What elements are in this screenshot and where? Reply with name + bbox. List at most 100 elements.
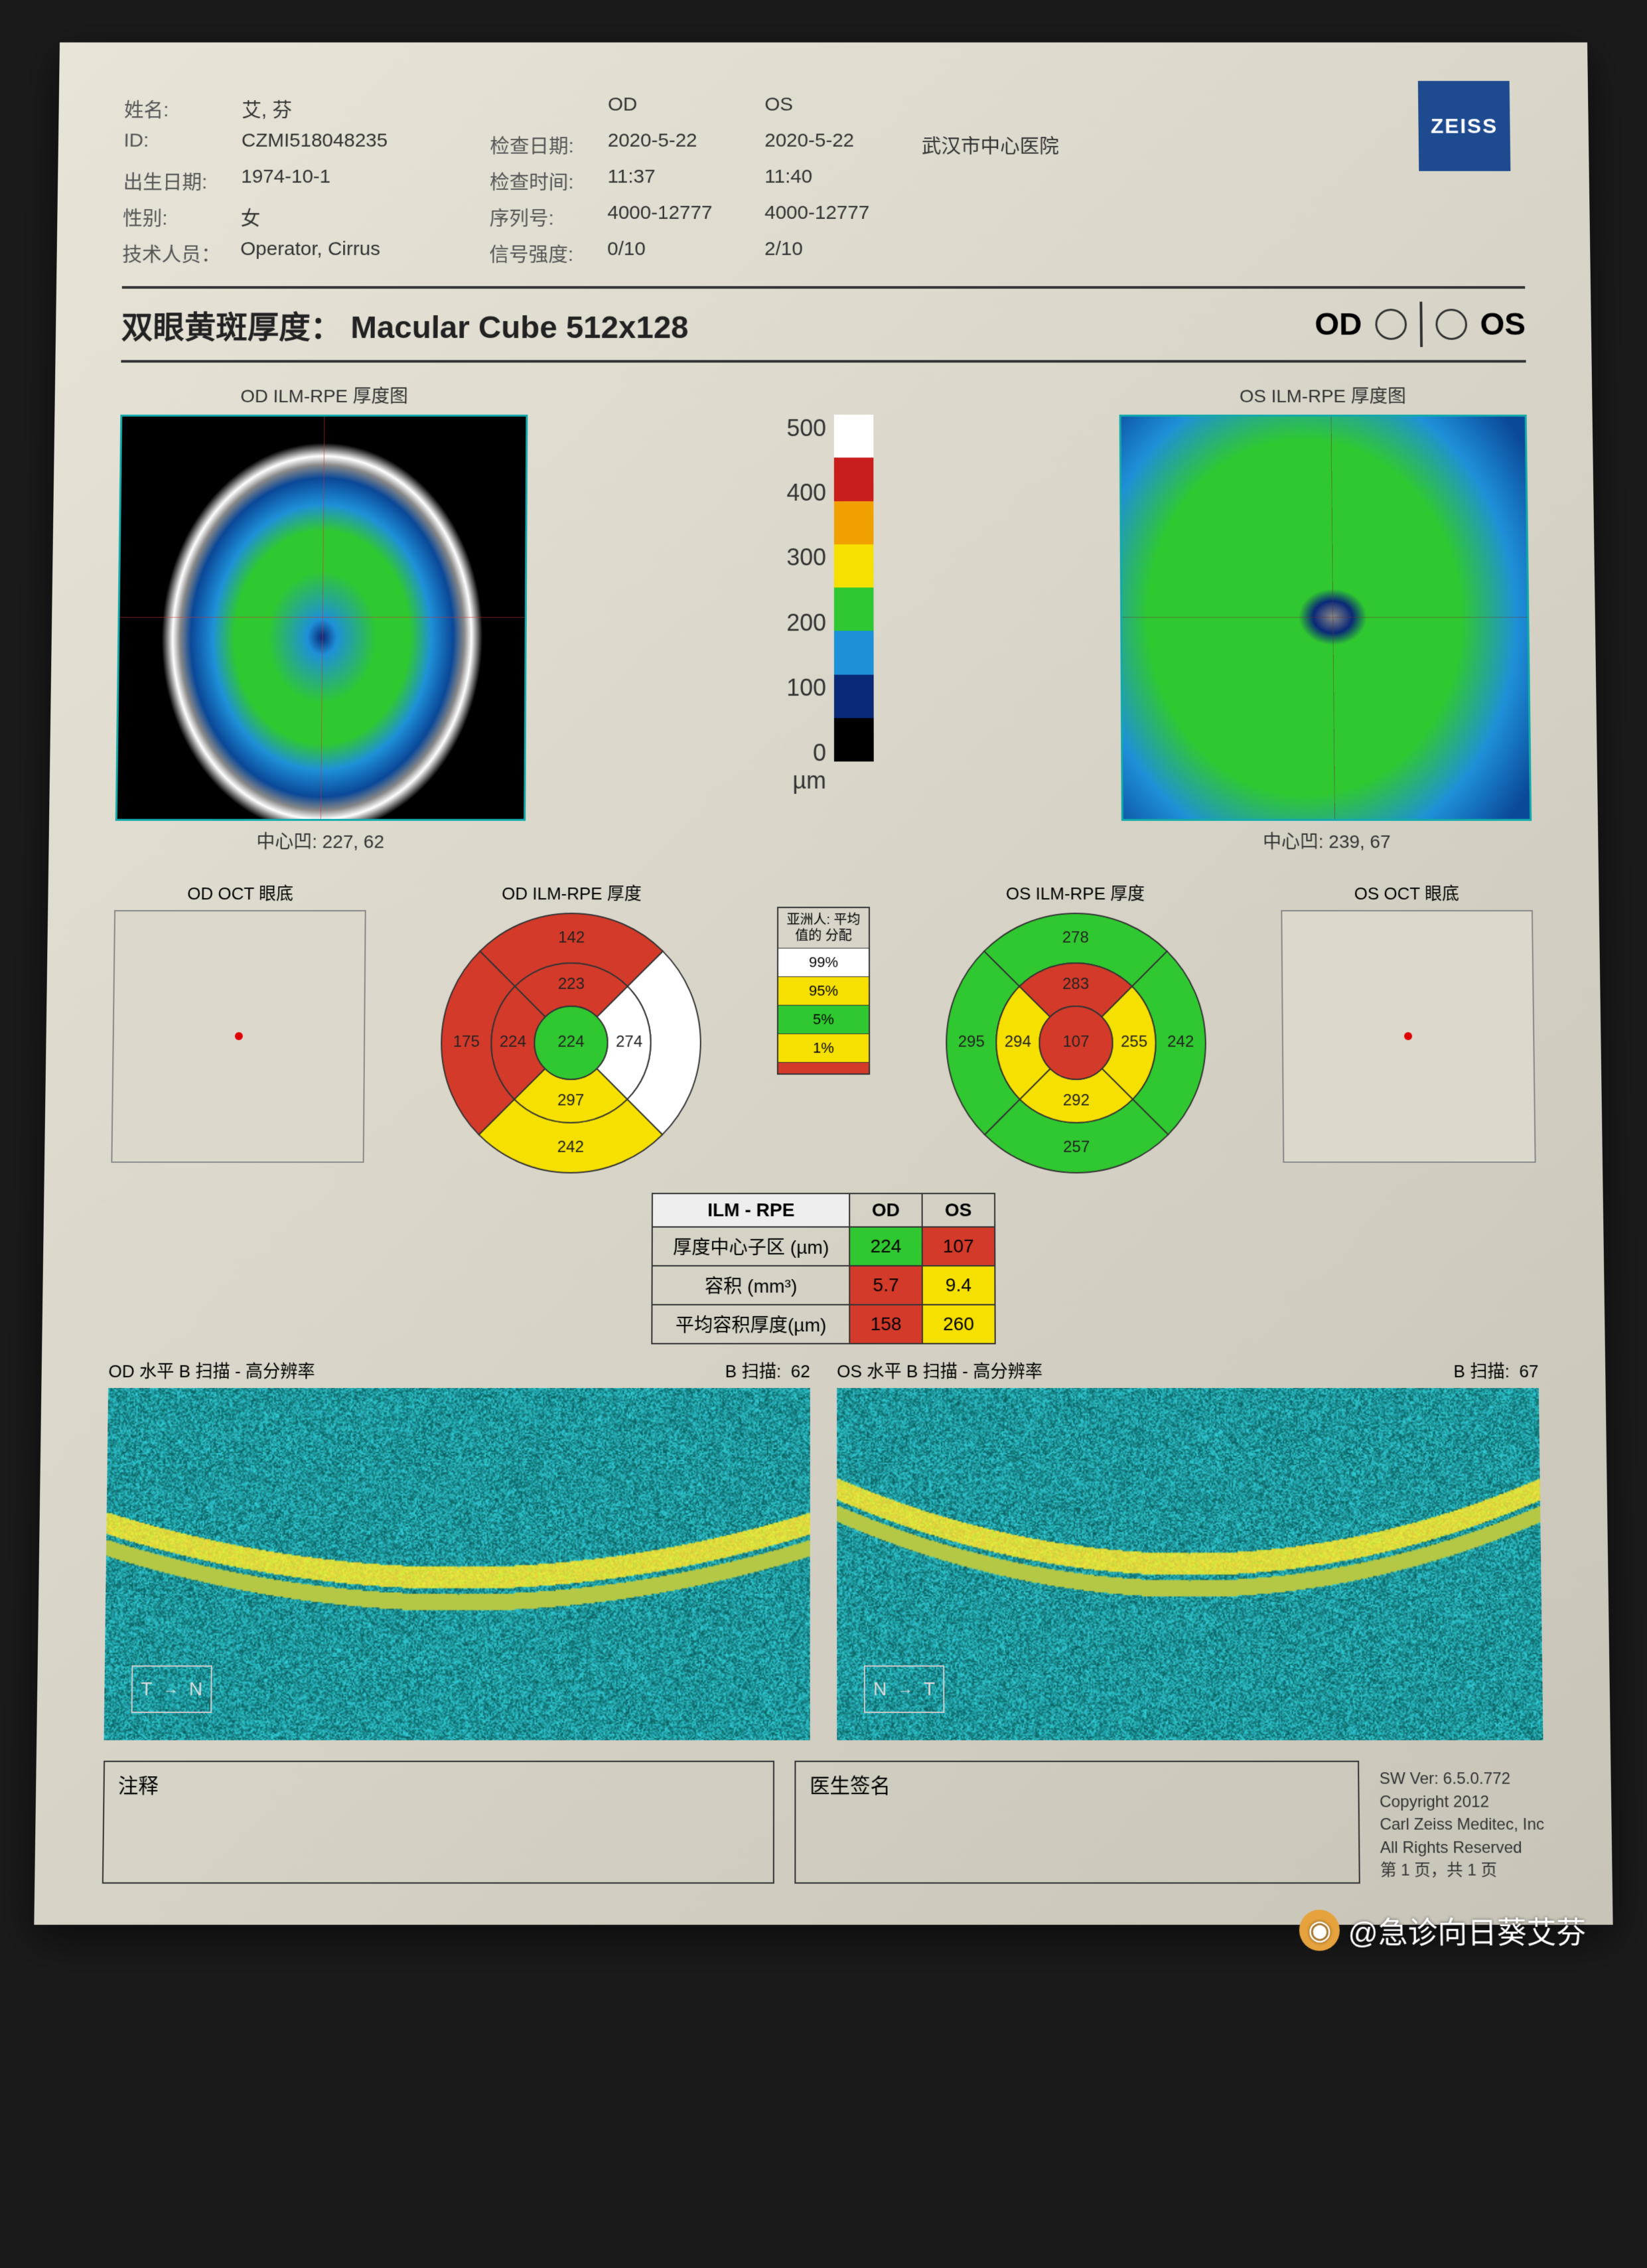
col-od: OD	[608, 94, 764, 122]
series-label: 序列号:	[490, 202, 608, 230]
notes-label: 注释	[118, 1775, 159, 1797]
dob-label: 出生日期:	[123, 166, 242, 194]
od-bscan-block: OD 水平 B 扫描 - 高分辨率 B 扫描: 62 T → N	[104, 1358, 810, 1740]
os-tn-indicator: N → T	[864, 1665, 945, 1713]
od-series: 4000-12777	[607, 202, 764, 230]
od-tn-indicator: T → N	[131, 1665, 212, 1713]
percentile-legend-block: 亚洲人: 平均值的 分配99%95%5%1%	[777, 880, 870, 1075]
od-map-block: OD ILM-RPE 厚度图 中心凹: 227, 62	[115, 382, 528, 854]
od-tn-right: N	[189, 1679, 203, 1701]
od-sectors-chart: 142242175223274297224224X	[437, 910, 704, 1176]
tech-label: 技术人员：	[122, 238, 240, 267]
od-fundus	[111, 910, 366, 1163]
sex-label: 性别:	[123, 202, 241, 230]
svg-text:223: 223	[558, 975, 585, 993]
svg-text:142: 142	[558, 929, 585, 946]
sectors-row: OD OCT 眼底 OD ILM-RPE 厚度 142 242 175 223 274 2…	[111, 880, 1536, 1179]
od-fundus-title: OD OCT 眼底	[114, 880, 366, 905]
eye-selector: OD OS	[1315, 301, 1526, 346]
svg-text:274: 274	[616, 1033, 642, 1051]
os-sectors-block: OS ILM-RPE 厚度 27824225729528325529229410…	[943, 880, 1210, 1179]
bscans-row: OD 水平 B 扫描 - 高分辨率 B 扫描: 62 T → N OS 水平 B…	[104, 1358, 1543, 1740]
col-os: OS	[764, 94, 921, 122]
thickness-maps-row: OD ILM-RPE 厚度图 中心凹: 227, 62 500400300200…	[115, 382, 1532, 854]
os-bscan-block: OS 水平 B 扫描 - 高分辨率 B 扫描: 67 N → T	[837, 1358, 1543, 1740]
arrow-icon: →	[897, 1680, 913, 1699]
os-sectors-chart: 278242257295283255292294107	[943, 910, 1210, 1176]
svg-text:255: 255	[1121, 1033, 1147, 1051]
eye-od-radio[interactable]	[1375, 309, 1407, 340]
eye-od-label: OD	[1315, 307, 1362, 342]
od-map-title: OD ILM-RPE 厚度图	[121, 382, 528, 408]
hospital: 武汉市中心医院	[922, 130, 1118, 159]
watermark-text: @急诊向日葵艾芬	[1348, 1908, 1586, 1952]
signal-label: 信号强度:	[489, 238, 607, 267]
dob-value: 1974-10-1	[241, 166, 490, 194]
svg-text:292: 292	[1063, 1091, 1090, 1109]
od-sectors-title: OD ILM-RPE 厚度	[439, 880, 705, 905]
os-fundus-dot	[1404, 1032, 1412, 1040]
os-fundus-title: OS OCT 眼底	[1281, 880, 1533, 905]
od-bscan-num-label: B 扫描:	[725, 1361, 781, 1381]
copyright: Copyright 2012	[1380, 1790, 1544, 1813]
name-label: 姓名:	[124, 94, 242, 122]
os-bscan-num: 67	[1519, 1361, 1539, 1381]
os-fundus-block: OS OCT 眼底	[1281, 880, 1536, 1163]
notes-box: 注释	[102, 1761, 775, 1884]
sex-value: 女	[241, 202, 490, 230]
os-series: 4000-12777	[764, 202, 922, 230]
divider	[1419, 301, 1423, 346]
exam-time-label: 检查时间:	[490, 166, 608, 194]
sw-version: SW Ver: 6.5.0.772	[1380, 1768, 1544, 1791]
id-value: CZMI518048235	[242, 130, 490, 159]
colorbar-labels: 5004003002001000 µm	[773, 415, 826, 794]
exam-date-label: 检查日期:	[490, 130, 608, 159]
svg-text:257: 257	[1063, 1138, 1090, 1156]
os-bscan-title: OS 水平 B 扫描 - 高分辨率	[837, 1358, 1042, 1383]
os-sectors-title: OS ILM-RPE 厚度	[943, 880, 1208, 905]
eye-os-label: OS	[1480, 307, 1526, 342]
os-tn-right: T	[924, 1679, 935, 1701]
company: Carl Zeiss Meditec, Inc	[1380, 1813, 1544, 1837]
footer-row: 注释 医生签名 SW Ver: 6.5.0.772 Copyright 2012…	[102, 1761, 1545, 1884]
weibo-icon: ◉	[1299, 1910, 1340, 1951]
os-exam-date: 2020-5-22	[764, 130, 922, 159]
od-bscan-title: OD 水平 B 扫描 - 高分辨率	[108, 1358, 315, 1383]
od-tn-left: T	[141, 1679, 153, 1701]
arrow-icon: →	[163, 1680, 179, 1699]
od-sectors-block: OD ILM-RPE 厚度 142242175223274297224224X	[437, 880, 704, 1179]
os-exam-time: 11:40	[764, 166, 922, 194]
page-number: 第 1 页，共 1 页	[1380, 1859, 1545, 1882]
od-fundus-block: OD OCT 眼底	[111, 880, 366, 1163]
os-fovea: 中心凹: 239, 67	[1121, 828, 1532, 854]
svg-text:224: 224	[557, 1033, 584, 1051]
svg-text:242: 242	[557, 1138, 584, 1156]
software-info: SW Ver: 6.5.0.772 Copyright 2012 Carl Ze…	[1379, 1761, 1545, 1884]
header-info: 姓名: 艾, 芬 OD OS ID: CZMI518048235 检查日期: 2…	[122, 94, 1525, 266]
od-exam-date: 2020-5-22	[608, 130, 765, 159]
report-title: 双眼黄斑厚度： Macular Cube 512x128	[121, 301, 689, 346]
svg-text:107: 107	[1062, 1033, 1089, 1051]
report-page: ZEISS 姓名: 艾, 芬 OD OS ID: CZMI518048235 检…	[34, 42, 1612, 1925]
od-signal: 0/10	[607, 238, 764, 267]
colorbar-block: 5004003002001000 µm	[773, 382, 874, 794]
svg-text:278: 278	[1062, 929, 1089, 946]
id-label: ID:	[123, 130, 242, 159]
os-signal: 2/10	[764, 238, 922, 267]
svg-text:297: 297	[557, 1091, 584, 1109]
os-bscan: N → T	[837, 1388, 1543, 1740]
title-bar: 双眼黄斑厚度： Macular Cube 512x128 OD OS	[121, 286, 1526, 362]
svg-text:283: 283	[1062, 975, 1089, 993]
os-map-block: OS ILM-RPE 厚度图 中心凹: 239, 67	[1119, 382, 1532, 854]
rights: All Rights Reserved	[1380, 1837, 1544, 1860]
svg-text:294: 294	[1005, 1033, 1031, 1051]
signature-label: 医生签名	[810, 1775, 891, 1797]
eye-os-radio[interactable]	[1435, 309, 1467, 340]
tech-value: Operator, Cirrus	[240, 238, 490, 267]
od-exam-time: 11:37	[607, 166, 764, 194]
svg-text:175: 175	[453, 1033, 480, 1051]
od-fundus-dot	[235, 1032, 243, 1040]
name-value: 艾, 芬	[242, 94, 490, 122]
os-bscan-num-label: B 扫描:	[1453, 1361, 1510, 1381]
svg-text:242: 242	[1167, 1033, 1194, 1051]
